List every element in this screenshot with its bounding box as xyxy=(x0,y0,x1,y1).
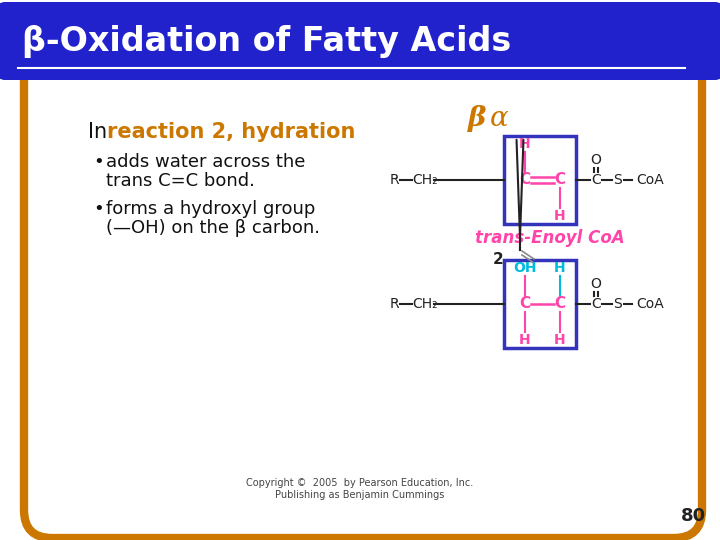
Text: C: C xyxy=(519,172,531,187)
Text: R: R xyxy=(390,297,400,311)
Text: O: O xyxy=(590,277,601,291)
Text: trans C=C bond.: trans C=C bond. xyxy=(106,172,255,190)
Text: 80: 80 xyxy=(680,507,706,525)
Text: H: H xyxy=(519,333,531,347)
Text: C: C xyxy=(554,172,566,187)
Text: C: C xyxy=(591,297,601,311)
FancyBboxPatch shape xyxy=(0,2,720,80)
Text: •: • xyxy=(93,153,104,171)
Text: •: • xyxy=(93,200,104,218)
Bar xyxy=(504,260,576,348)
Text: CoA: CoA xyxy=(636,297,664,311)
Text: CoA: CoA xyxy=(636,173,664,187)
Text: H: H xyxy=(519,137,531,151)
Text: C: C xyxy=(591,173,601,187)
Text: CH₂: CH₂ xyxy=(412,297,438,311)
Text: OH: OH xyxy=(513,261,536,275)
Text: (—OH) on the β carbon.: (—OH) on the β carbon. xyxy=(106,219,320,237)
Text: In: In xyxy=(88,122,114,142)
Text: Copyright ©  2005  by Pearson Education, Inc.
Publishing as Benjamin Cummings: Copyright © 2005 by Pearson Education, I… xyxy=(246,478,474,500)
Bar xyxy=(504,136,576,224)
Text: 2: 2 xyxy=(492,252,503,267)
Text: S: S xyxy=(613,297,622,311)
Text: β: β xyxy=(468,105,487,132)
Text: β-Oxidation of Fatty Acids: β-Oxidation of Fatty Acids xyxy=(22,24,511,57)
Text: H: H xyxy=(554,209,566,223)
Text: α: α xyxy=(490,105,509,132)
Text: forms a hydroxyl group: forms a hydroxyl group xyxy=(106,200,315,218)
Text: C: C xyxy=(519,296,531,312)
Text: H: H xyxy=(554,261,566,275)
Text: trans-Enoyl CoA: trans-Enoyl CoA xyxy=(475,229,625,247)
Text: adds water across the: adds water across the xyxy=(106,153,305,171)
Text: reaction 2, hydration: reaction 2, hydration xyxy=(107,122,356,142)
Text: R: R xyxy=(390,173,400,187)
Text: O: O xyxy=(590,153,601,167)
Text: CH₂: CH₂ xyxy=(412,173,438,187)
Text: C: C xyxy=(554,296,566,312)
Text: S: S xyxy=(613,173,622,187)
Text: H: H xyxy=(554,333,566,347)
